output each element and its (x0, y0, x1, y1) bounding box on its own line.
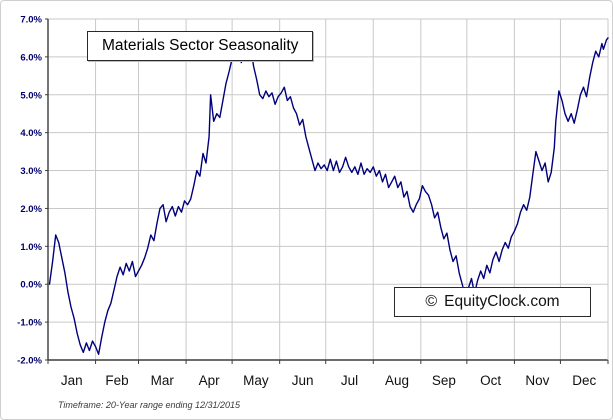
month-label: Dec (572, 373, 596, 388)
month-label: Mar (151, 373, 175, 388)
y-tick-label: 5.0% (20, 90, 42, 101)
y-tick-label: -2.0% (17, 356, 42, 367)
y-tick-label: 2.0% (20, 204, 42, 215)
chart-title: Materials Sector Seasonality (102, 37, 299, 54)
watermark-text: EquityClock.com (444, 293, 560, 310)
month-label: Jul (341, 373, 358, 388)
month-label: Aug (385, 373, 409, 388)
month-label: Jun (292, 373, 314, 388)
month-label: Sep (432, 373, 456, 388)
y-tick-label: 6.0% (20, 52, 42, 63)
month-label: Jan (61, 373, 83, 388)
chart-title-box: Materials Sector Seasonality (87, 31, 314, 61)
month-label: Oct (480, 373, 501, 388)
y-tick-label: 0.0% (20, 280, 42, 291)
seasonality-series-line (48, 37, 609, 355)
month-label: Feb (105, 373, 128, 388)
equityclock-watermark: © EquityClock.com (394, 287, 591, 317)
timeframe-note: Timeframe: 20-Year range ending 12/31/20… (58, 400, 241, 410)
y-tick-label: 3.0% (20, 166, 42, 177)
y-tick-label: -1.0% (17, 318, 42, 329)
month-label: Apr (199, 373, 221, 388)
month-label: May (243, 373, 269, 388)
y-tick-label: 1.0% (20, 242, 42, 253)
y-tick-label: 7.0% (20, 15, 42, 26)
y-tick-label: 4.0% (20, 128, 42, 139)
copyright-icon: © (425, 293, 438, 310)
month-label: Nov (525, 373, 549, 388)
